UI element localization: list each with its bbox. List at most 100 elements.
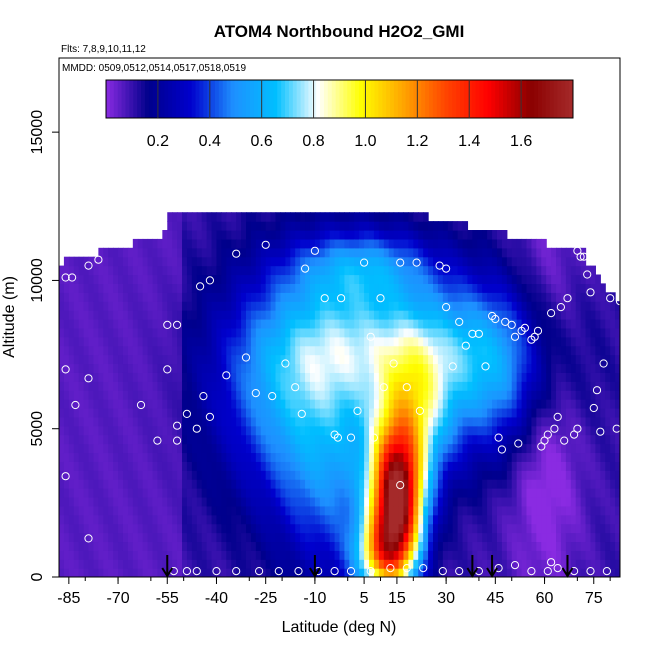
heat-cell: [162, 559, 168, 569]
heat-cell: [275, 221, 282, 231]
heat-cell: [98, 363, 104, 373]
heat-cell: [93, 514, 99, 525]
heat-cell: [216, 381, 222, 391]
heat-cell: [280, 541, 286, 551]
heat-cell: [98, 283, 104, 293]
heat-cell: [521, 336, 528, 347]
heat-cell: [585, 354, 592, 365]
heat-cell: [280, 274, 286, 284]
heat-cell: [73, 274, 80, 284]
heat-cell: [255, 461, 262, 471]
heat-cell: [83, 523, 90, 534]
heat-cell: [516, 425, 523, 436]
heat-cell: [388, 301, 395, 311]
x-tick-label: -55: [156, 590, 179, 607]
heat-cell: [314, 443, 321, 454]
heat-cell: [378, 452, 385, 462]
heat-cell: [393, 336, 400, 347]
heat-cell: [447, 238, 454, 249]
heat-cell: [403, 488, 409, 498]
heat-cell: [600, 461, 606, 471]
heat-cell: [177, 247, 183, 258]
heat-cell: [226, 318, 232, 329]
heat-cell: [457, 345, 464, 356]
heat-cell: [442, 550, 449, 560]
heat-cell: [339, 425, 346, 436]
heat-cell: [241, 461, 247, 471]
heat-cell: [590, 452, 596, 462]
heat-cell: [142, 425, 149, 436]
heat-cell: [270, 381, 277, 391]
heat-cell: [364, 345, 370, 356]
heat-cell: [182, 443, 188, 454]
heat-cell: [447, 434, 454, 445]
heat-cell: [615, 452, 620, 462]
heat-cell: [132, 363, 139, 373]
heat-cell: [250, 301, 257, 311]
heat-cell: [580, 292, 587, 302]
heat-cell: [339, 372, 346, 382]
heat-cell: [191, 505, 198, 516]
heat-cell: [250, 292, 257, 302]
heat-cell: [63, 505, 70, 516]
heat-cell: [113, 399, 119, 409]
heat-cell: [157, 523, 163, 534]
heat-cell: [167, 318, 173, 329]
heat-cell: [467, 461, 473, 471]
heat-cell: [152, 399, 159, 409]
colorbar-swatch: [421, 80, 426, 118]
heat-cell: [83, 256, 90, 267]
heat-cell: [344, 336, 350, 347]
heat-cell: [452, 514, 459, 525]
heat-cell: [98, 461, 104, 471]
heat-cell: [570, 399, 577, 409]
heat-cell: [413, 390, 419, 400]
heat-cell: [73, 532, 80, 543]
heat-cell: [127, 416, 134, 427]
heat-cell: [305, 221, 311, 231]
heat-cell: [236, 452, 242, 462]
heat-cell: [560, 265, 567, 276]
heat-cell: [496, 550, 503, 560]
heat-cell: [546, 514, 552, 525]
heat-cell: [378, 247, 385, 258]
heat-cell: [206, 550, 213, 560]
sample-point: [84, 534, 93, 543]
heat-cell: [492, 292, 498, 302]
heat-cell: [477, 488, 483, 498]
heat-cell: [127, 550, 134, 560]
heat-cell: [344, 372, 350, 382]
heat-cell: [246, 390, 252, 400]
heat-cell: [73, 372, 80, 382]
heat-cell: [487, 505, 493, 516]
heat-cell: [132, 425, 139, 436]
heat-cell: [408, 452, 414, 462]
heat-cell: [477, 247, 483, 258]
heat-cell: [437, 559, 444, 569]
heat-cell: [354, 318, 360, 329]
colorbar-swatch: [195, 80, 200, 118]
heat-cell: [226, 301, 232, 311]
x-tick-label: -10: [303, 590, 326, 607]
heat-cell: [516, 256, 523, 267]
heat-cell: [531, 443, 537, 454]
heat-cell: [398, 301, 405, 311]
heat-cell: [369, 372, 375, 382]
heat-cell: [354, 523, 360, 534]
heat-cell: [118, 470, 124, 480]
heat-cell: [236, 479, 242, 489]
heat-cell: [585, 559, 592, 569]
heat-cell: [433, 479, 439, 489]
heat-cell: [231, 390, 237, 400]
heat-cell: [78, 514, 85, 525]
heat-cell: [349, 345, 355, 356]
heat-cell: [344, 523, 350, 534]
heat-cell: [162, 238, 168, 249]
heat-cell: [383, 488, 390, 498]
heat-cell: [280, 301, 286, 311]
heat-cell: [127, 407, 134, 418]
heat-cell: [492, 336, 498, 347]
heat-cell: [418, 505, 424, 516]
heat-cell: [541, 336, 547, 347]
heat-cell: [378, 230, 385, 240]
